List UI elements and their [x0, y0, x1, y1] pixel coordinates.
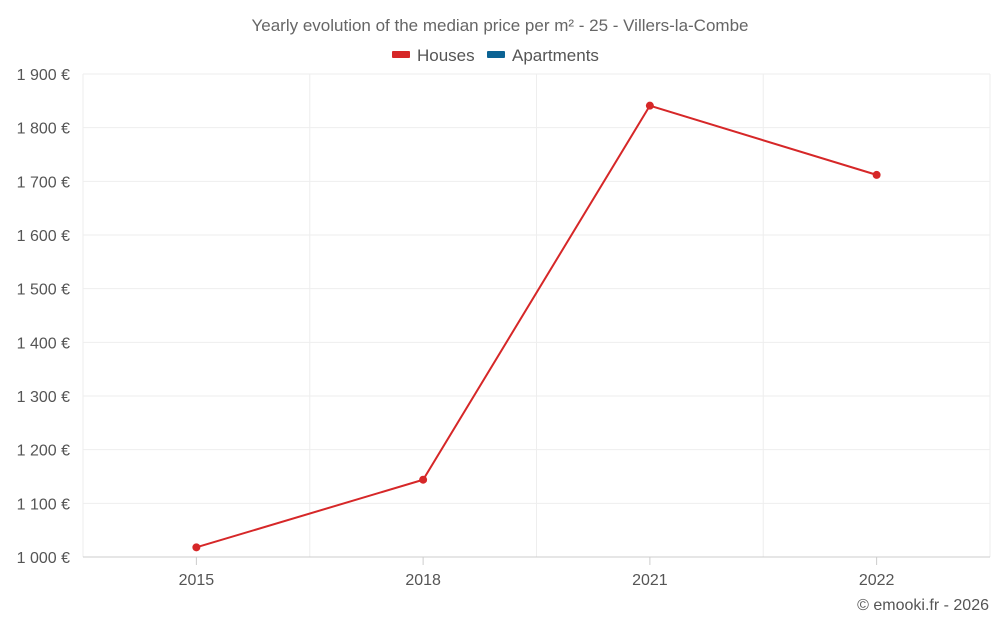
series-line-houses	[196, 104, 877, 549]
y-tick-label: 1 200 €	[17, 443, 70, 460]
x-axis: 2015 2018 2021 2022	[83, 556, 990, 589]
y-tick-label: 1 400 €	[17, 335, 70, 352]
legend-item-label[interactable]: Apartments	[512, 46, 599, 65]
x-tick-label: 2018	[405, 572, 441, 589]
y-tick-label: 1 800 €	[17, 121, 70, 138]
series-layer	[192, 101, 881, 552]
grid-lines	[82, 73, 991, 558]
legend: Houses Apartments	[392, 46, 599, 65]
y-tick-label: 1 500 €	[17, 282, 70, 299]
x-tick-label: 2021	[632, 572, 668, 589]
y-tick-label: 1 900 €	[17, 67, 70, 84]
y-tick-label: 1 000 €	[17, 550, 70, 567]
data-point[interactable]	[419, 475, 428, 484]
data-point[interactable]	[645, 101, 654, 110]
x-tick-label: 2015	[179, 572, 215, 589]
y-tick-label: 1 100 €	[17, 496, 70, 513]
legend-swatch	[487, 51, 505, 58]
y-tick-label: 1 600 €	[17, 228, 70, 245]
data-point[interactable]	[192, 543, 201, 552]
y-tick-label: 1 700 €	[17, 174, 70, 191]
x-tick-label: 2022	[859, 572, 895, 589]
y-axis: 1 000 € 1 100 € 1 200 € 1 300 € 1 400 € 1 500…	[17, 67, 70, 567]
data-point[interactable]	[872, 170, 881, 179]
legend-swatch	[392, 51, 410, 58]
legend-item-label[interactable]: Houses	[417, 46, 475, 65]
credit-text: © emooki.fr - 2026	[857, 597, 989, 614]
y-tick-label: 1 300 €	[17, 389, 70, 406]
chart-title: Yearly evolution of the median price per…	[251, 16, 748, 35]
